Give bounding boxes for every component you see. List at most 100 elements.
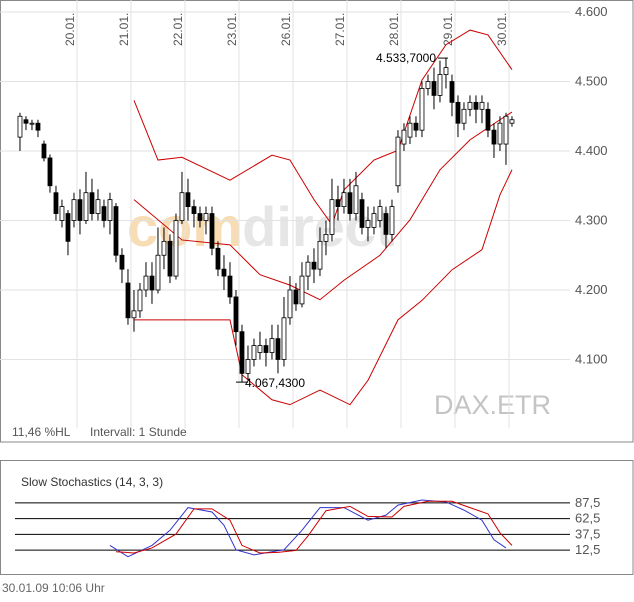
candle-body	[143, 275, 149, 291]
candle-body	[509, 119, 515, 124]
candle-body	[449, 81, 455, 103]
x-tick-label: 30.01.	[495, 13, 509, 46]
candle-body	[263, 345, 269, 353]
candle-body	[311, 261, 317, 270]
candle-body	[29, 122, 35, 125]
candle-body	[119, 254, 125, 270]
candle-body	[167, 240, 173, 277]
x-tick-label: 20.01.	[63, 13, 77, 46]
x-tick-label: 27.01.	[333, 13, 347, 46]
series-line	[115, 500, 513, 554]
candle-body	[155, 254, 161, 291]
series-line	[109, 499, 507, 558]
candle-body	[107, 199, 113, 221]
candle-body	[239, 331, 245, 374]
candle-body	[341, 192, 347, 207]
candle-body	[473, 101, 479, 110]
candle-body	[77, 199, 83, 221]
y-tick-label: 4.100	[575, 351, 608, 366]
candle-body	[365, 220, 371, 228]
candle-body	[173, 220, 179, 277]
candle-body	[425, 81, 431, 89]
candle-body	[65, 213, 71, 242]
x-tick-label: 23.01.	[225, 13, 239, 46]
candle-body	[59, 206, 65, 221]
candle-body	[371, 213, 377, 228]
candle-body	[269, 338, 275, 353]
candle-body	[185, 192, 191, 207]
candle-body	[317, 240, 323, 270]
candle-body	[323, 233, 329, 242]
candle-body	[455, 101, 461, 124]
candle-body	[353, 185, 359, 214]
candle-body	[245, 359, 251, 374]
y-tick-label: 37,5	[575, 526, 600, 541]
candle-body	[401, 129, 407, 145]
candle-body	[17, 115, 23, 138]
candle-body	[197, 213, 203, 221]
candle-body	[281, 317, 287, 360]
candle-body	[383, 213, 389, 235]
candle-body	[53, 192, 59, 214]
candle-body	[179, 192, 185, 221]
candle-body	[293, 289, 299, 305]
candle-body	[287, 289, 293, 319]
candle-body	[89, 192, 95, 214]
candle-body	[329, 199, 335, 235]
candle-body	[203, 213, 209, 221]
candle-body	[35, 122, 41, 131]
y-tick-label: 4.200	[575, 282, 608, 297]
band-line	[133, 169, 513, 406]
candle-body	[503, 115, 509, 145]
candle-body	[467, 101, 473, 110]
candle-body	[395, 136, 401, 187]
candle-body	[443, 67, 449, 75]
x-tick-label: 22.01.	[171, 13, 185, 46]
x-tick-label: 21.01.	[117, 13, 131, 46]
candle-body	[347, 192, 353, 214]
candle-body	[215, 247, 221, 270]
stochastic-title: Slow Stochastics (14, 3, 3)	[21, 475, 163, 489]
candle-body	[209, 213, 215, 249]
x-tick-label: 28.01.	[387, 13, 401, 46]
candle-body	[233, 296, 239, 333]
candle-body	[479, 101, 485, 110]
candle-body	[101, 206, 107, 221]
candle-body	[485, 108, 491, 131]
stochastic-panel	[0, 460, 634, 575]
candle-body	[299, 275, 305, 305]
candle-body	[149, 275, 155, 291]
candle-body	[191, 206, 197, 214]
interval-label: Intervall: 1 Stunde	[90, 425, 187, 439]
candle-body	[251, 345, 257, 360]
candle-body	[413, 122, 419, 131]
annotation-label: 4.533,7000	[376, 51, 436, 65]
band-line	[133, 111, 513, 301]
y-tick-label: 87,5	[575, 495, 600, 510]
candle-body	[137, 289, 143, 312]
candle-body	[221, 268, 227, 277]
candle-body	[407, 122, 413, 138]
y-tick-label: 62,5	[575, 511, 600, 526]
candle-body	[335, 199, 341, 207]
candle-body	[95, 199, 101, 214]
candle-body	[71, 199, 77, 221]
candle-body	[497, 122, 503, 145]
timestamp: 30.01.09 10:06 Uhr	[2, 581, 105, 595]
symbol: DAX.ETR	[434, 390, 551, 420]
candle-body	[131, 310, 137, 319]
candle-body	[41, 143, 47, 159]
candle-body	[437, 74, 443, 96]
x-tick-label: 29.01.	[441, 13, 455, 46]
candle-body	[227, 275, 233, 298]
y-tick-label: 12,5	[575, 542, 600, 557]
y-tick-label: 4.600	[575, 4, 608, 19]
candle-body	[125, 282, 131, 319]
candle-body	[113, 206, 119, 256]
candle-body	[377, 206, 383, 221]
y-tick-label: 4.300	[575, 212, 608, 227]
candle-body	[359, 199, 365, 228]
annotation-label: 4.067,4300	[245, 376, 305, 390]
candle-body	[305, 261, 311, 277]
